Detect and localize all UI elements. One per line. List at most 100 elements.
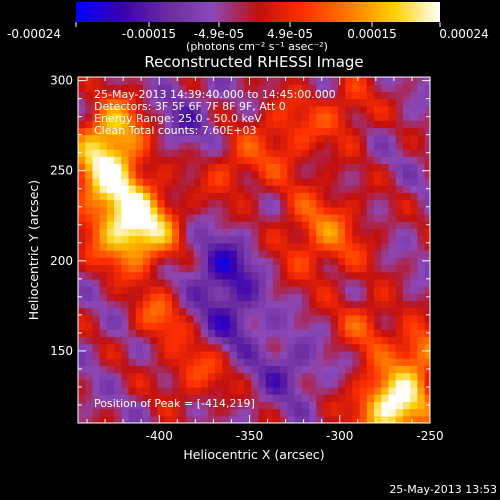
heatmap-cell bbox=[78, 156, 86, 165]
heatmap-cell bbox=[330, 84, 339, 93]
heatmap-cell bbox=[402, 98, 411, 107]
heatmap-cell bbox=[280, 250, 288, 258]
heatmap-cell bbox=[272, 300, 281, 309]
heatmap-cell bbox=[215, 228, 224, 237]
heatmap-cell bbox=[171, 278, 180, 287]
heatmap-cell bbox=[150, 343, 159, 352]
heatmap-cell bbox=[236, 307, 245, 316]
heatmap-cell bbox=[395, 343, 404, 352]
heatmap-cell bbox=[330, 379, 339, 388]
heatmap-cell bbox=[179, 242, 187, 251]
heatmap-cell bbox=[200, 77, 209, 85]
heatmap-cell bbox=[186, 84, 195, 93]
heatmap-cell bbox=[337, 192, 346, 201]
heatmap-cell bbox=[150, 156, 159, 165]
heatmap-cell bbox=[352, 264, 361, 273]
heatmap-cell bbox=[395, 286, 404, 294]
heatmap-cell bbox=[359, 358, 368, 366]
heatmap-cell bbox=[345, 120, 353, 129]
heatmap-cell bbox=[294, 415, 303, 423]
heatmap-cell bbox=[135, 91, 144, 100]
heatmap-cell bbox=[381, 127, 390, 136]
heatmap-cell bbox=[417, 105, 426, 114]
heatmap-cell bbox=[215, 386, 224, 395]
heatmap-cell bbox=[251, 394, 260, 402]
heatmap-cell bbox=[215, 141, 224, 150]
heatmap-cell bbox=[128, 185, 137, 193]
heatmap-cell bbox=[287, 257, 296, 266]
heatmap-cell bbox=[280, 221, 288, 229]
heatmap-cell bbox=[287, 386, 296, 395]
heatmap-cell bbox=[200, 156, 209, 165]
heatmap-cell bbox=[272, 350, 281, 359]
heatmap-cell bbox=[258, 329, 267, 338]
heatmap-cell bbox=[229, 343, 238, 352]
heatmap-cell bbox=[179, 199, 187, 208]
heatmap-cell bbox=[258, 206, 267, 215]
heatmap-cell bbox=[309, 98, 317, 107]
heatmap-cell bbox=[179, 386, 187, 395]
heatmap-cell bbox=[135, 141, 144, 150]
heatmap-cell bbox=[316, 170, 325, 179]
heatmap-cell bbox=[114, 156, 122, 165]
heatmap-cell bbox=[251, 156, 260, 165]
heatmap-cell bbox=[280, 141, 288, 150]
heatmap-cell bbox=[424, 141, 430, 150]
heatmap-cell bbox=[345, 199, 353, 208]
heatmap-cell bbox=[410, 278, 418, 287]
heatmap-cell bbox=[106, 149, 115, 157]
heatmap-cell bbox=[374, 228, 382, 237]
heatmap-cell bbox=[207, 221, 216, 229]
heatmap-cell bbox=[316, 300, 325, 309]
heatmap-cell bbox=[301, 163, 310, 172]
heatmap-cell bbox=[330, 329, 339, 338]
heatmap-cell bbox=[410, 365, 418, 374]
heatmap-cell bbox=[78, 264, 86, 273]
heatmap-cell bbox=[388, 177, 397, 186]
heatmap-cell bbox=[92, 206, 101, 215]
heatmap-cell bbox=[200, 372, 209, 381]
heatmap-cell bbox=[294, 293, 303, 302]
heatmap-cell bbox=[200, 278, 209, 287]
heatmap-cell bbox=[402, 199, 411, 208]
heatmap-cell bbox=[388, 257, 397, 266]
heatmap-cell bbox=[424, 300, 430, 309]
heatmap-cell bbox=[121, 141, 130, 150]
heatmap-cell bbox=[366, 84, 375, 93]
heatmap-cell bbox=[316, 250, 325, 258]
heatmap-cell bbox=[157, 408, 166, 417]
heatmap-cell bbox=[366, 199, 375, 208]
heatmap-cell bbox=[301, 278, 310, 287]
heatmap-cell bbox=[164, 221, 173, 229]
heatmap-cell bbox=[186, 91, 195, 100]
heatmap-cell bbox=[193, 307, 202, 316]
heatmap-cell bbox=[171, 322, 180, 330]
heatmap-cell bbox=[388, 113, 397, 121]
heatmap-cell bbox=[229, 84, 238, 93]
heatmap-cell bbox=[215, 365, 224, 374]
heatmap-cell bbox=[157, 170, 166, 179]
heatmap-cell bbox=[99, 300, 108, 309]
heatmap-cell bbox=[287, 322, 296, 330]
heatmap-cell bbox=[280, 307, 288, 316]
colorbar-tick-label: -0.00015 bbox=[122, 27, 176, 41]
heatmap-cell bbox=[410, 221, 418, 229]
heatmap-cell bbox=[388, 192, 397, 201]
heatmap-cell bbox=[265, 84, 274, 93]
heatmap-cell bbox=[135, 170, 144, 179]
heatmap-cell bbox=[236, 170, 245, 179]
heatmap-cell bbox=[164, 141, 173, 150]
heatmap-cell bbox=[395, 365, 404, 374]
heatmap-cell bbox=[215, 329, 224, 338]
heatmap-cell bbox=[222, 278, 231, 287]
heatmap-cell bbox=[244, 199, 252, 208]
heatmap-cell bbox=[424, 120, 430, 129]
heatmap-cell bbox=[114, 113, 122, 121]
heatmap-cell bbox=[395, 278, 404, 287]
heatmap-cell bbox=[417, 213, 426, 222]
heatmap-cell bbox=[200, 163, 209, 172]
heatmap-cell bbox=[236, 264, 245, 273]
heatmap-cell bbox=[150, 113, 159, 121]
heatmap-cell bbox=[258, 235, 267, 244]
x-axis-label: Heliocentric X (arcsec) bbox=[183, 447, 324, 462]
